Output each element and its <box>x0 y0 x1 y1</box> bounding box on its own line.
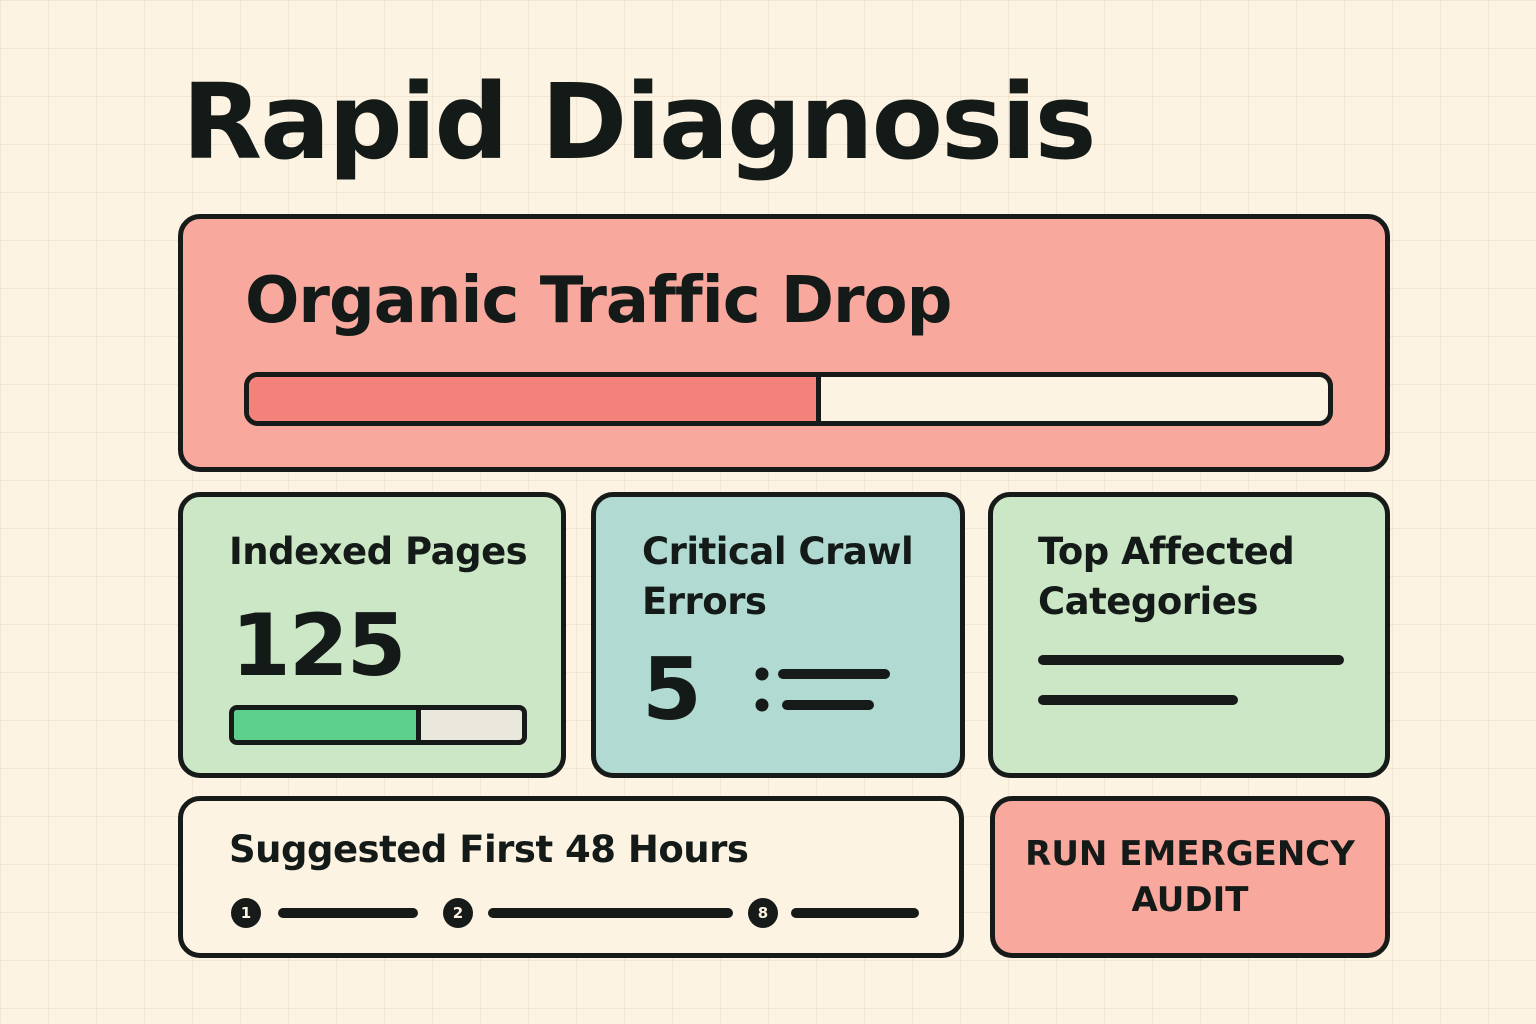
indexed-pages-progress-bar <box>229 705 527 745</box>
run-emergency-audit-button[interactable]: RUN EMERGENCY AUDIT <box>990 796 1390 958</box>
indexed-pages-progress-fill <box>234 710 422 740</box>
crawl-errors-label: Critical Crawl Errors <box>642 530 914 623</box>
organic-traffic-title: Organic Traffic Drop <box>245 264 952 338</box>
step-1-number: 1 <box>231 898 261 928</box>
step-2-line <box>488 908 733 918</box>
step-3-line <box>791 908 919 918</box>
category-placeholder-line <box>1038 695 1238 705</box>
run-emergency-audit-label: RUN EMERGENCY AUDIT <box>1025 834 1355 920</box>
suggested-steps-card: Suggested First 48 Hours 1 2 8 <box>178 796 964 958</box>
step-3-number: 8 <box>748 898 778 928</box>
organic-traffic-progress-fill <box>249 377 821 421</box>
crawl-errors-value: 5 <box>642 640 702 740</box>
crawl-errors-card: Critical Crawl Errors 5 <box>591 492 965 778</box>
category-placeholder-line <box>1038 655 1344 665</box>
indexed-pages-value: 125 <box>231 596 407 696</box>
indexed-pages-card: Indexed Pages 125 <box>178 492 566 778</box>
suggested-steps-title: Suggested First 48 Hours <box>229 828 749 871</box>
step-1-line <box>278 908 418 918</box>
list-icon <box>755 667 890 712</box>
indexed-pages-label: Indexed Pages <box>229 530 528 573</box>
organic-traffic-progress-bar <box>244 372 1333 426</box>
step-2-number: 2 <box>443 898 473 928</box>
page-title: Rapid Diagnosis <box>182 61 1097 183</box>
top-affected-categories-label: Top Affected Categories <box>1038 530 1295 623</box>
organic-traffic-card: Organic Traffic Drop <box>178 214 1390 472</box>
top-affected-categories-card: Top Affected Categories <box>988 492 1390 778</box>
